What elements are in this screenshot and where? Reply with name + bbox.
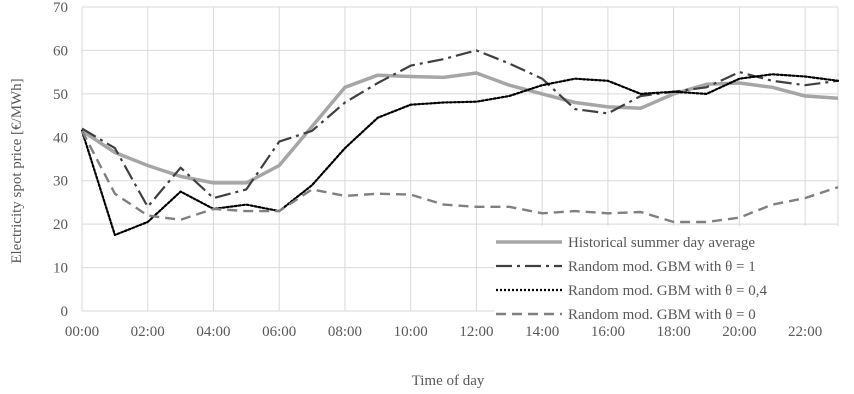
x-tick-label: 12:00 — [459, 324, 493, 340]
series-line — [80, 130, 839, 224]
y-tick-labels: 0 10 20 30 40 50 60 70 — [53, 0, 68, 320]
x-tick-label: 04:00 — [196, 324, 230, 340]
gridlines — [81, 6, 839, 312]
legend-label: Random mod. GBM with θ = 1 — [568, 259, 756, 275]
series-lines — [80, 49, 840, 237]
y-tick-label: 40 — [53, 130, 68, 146]
legend-label: Historical summer day average — [568, 235, 755, 251]
y-tick-label: 70 — [53, 0, 68, 16]
x-tick-label: 22:00 — [788, 324, 822, 340]
legend-label: Random mod. GBM with θ = 0 — [568, 307, 756, 323]
x-tick-label: 06:00 — [262, 324, 296, 340]
y-tick-label: 30 — [53, 174, 68, 190]
x-tick-labels: 00:00 02:00 04:00 06:00 08:00 10:00 12:00 14:00… — [65, 324, 822, 340]
x-tick-label: 14:00 — [525, 324, 559, 340]
x-tick-label: 16:00 — [591, 324, 625, 340]
x-tick-label: 00:00 — [65, 324, 99, 340]
x-tick-label: 18:00 — [657, 324, 691, 340]
y-tick-label: 20 — [53, 217, 68, 233]
y-tick-label: 10 — [53, 261, 68, 277]
series-line — [81, 49, 839, 208]
legend: Historical summer day average Random mod.… — [494, 226, 839, 324]
legend-label: Random mod. GBM with θ = 0,4 — [568, 283, 767, 299]
y-tick-label: 50 — [53, 87, 68, 103]
x-tick-label: 10:00 — [394, 324, 428, 340]
y-tick-label: 60 — [53, 43, 68, 59]
x-axis-title: Time of day — [412, 373, 485, 389]
series-line — [81, 71, 839, 185]
x-tick-label: 08:00 — [328, 324, 362, 340]
x-tick-label: 02:00 — [131, 324, 165, 340]
y-axis-title: Electricity spot price [€/MWh] — [9, 78, 25, 263]
y-tick-label: 0 — [61, 304, 69, 320]
x-tick-label: 20:00 — [722, 324, 756, 340]
series-line — [80, 73, 840, 237]
